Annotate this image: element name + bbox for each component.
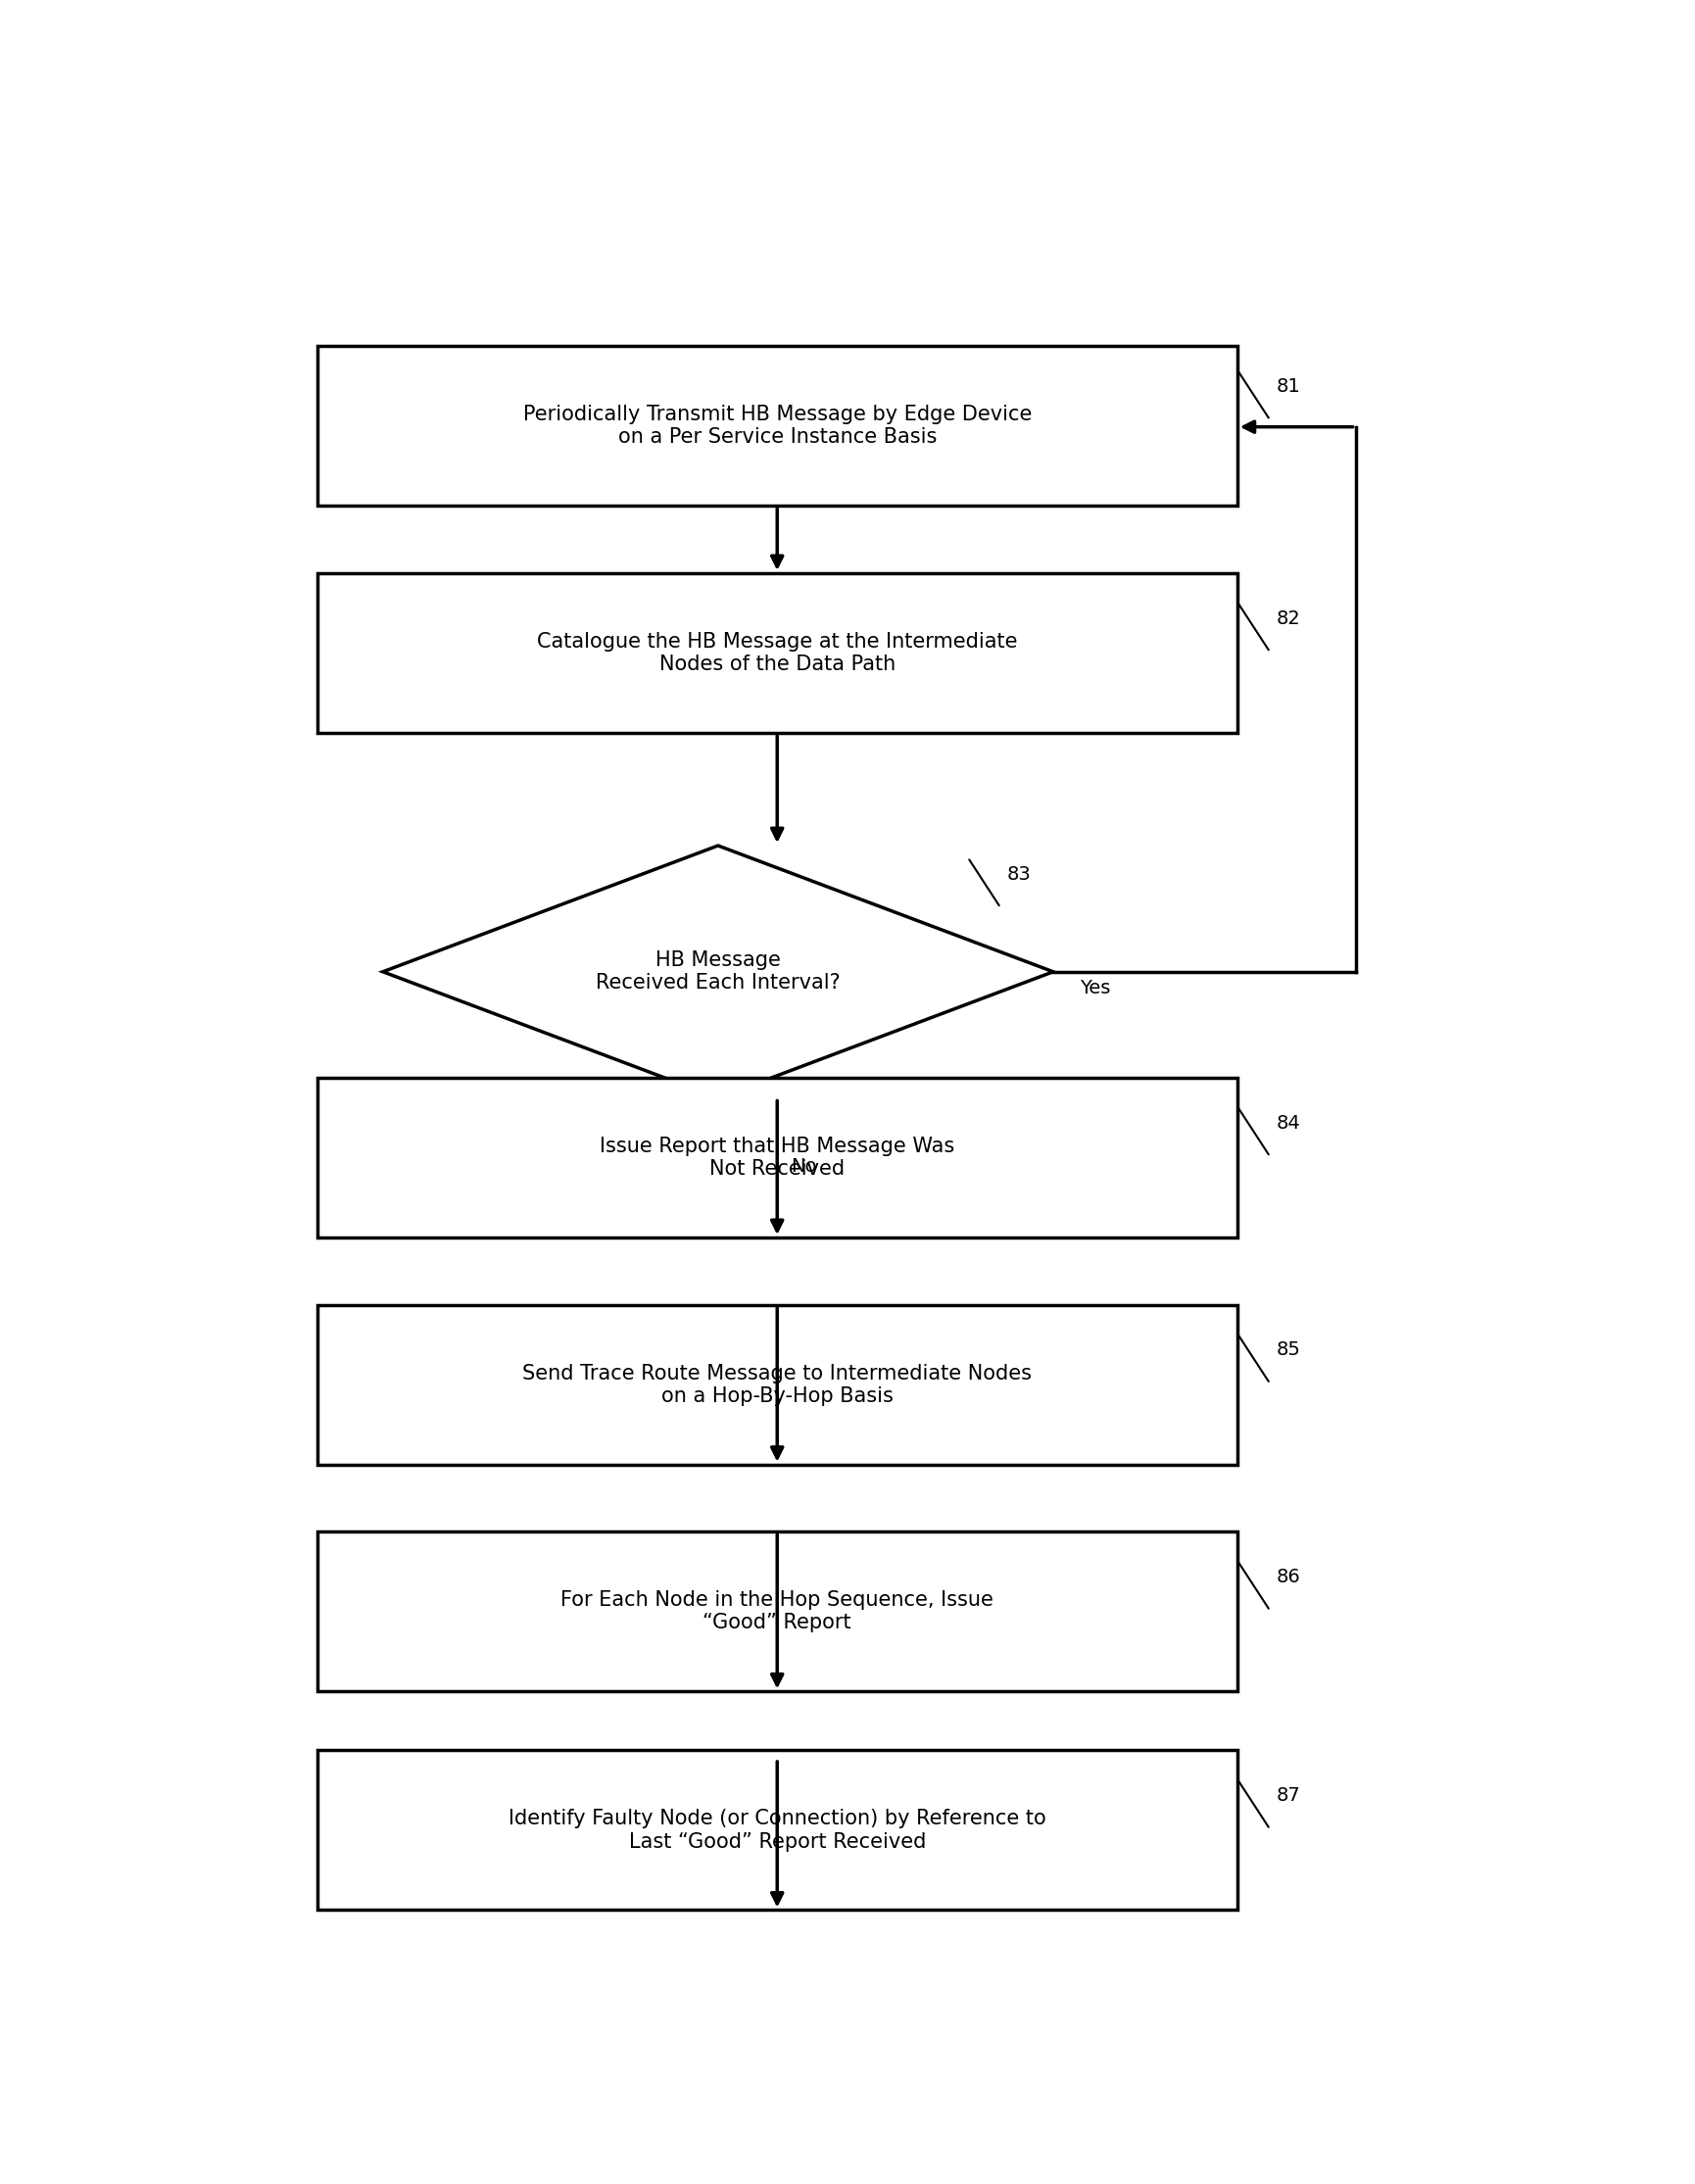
- Text: 87: 87: [1276, 1787, 1300, 1806]
- Text: 81: 81: [1276, 378, 1300, 395]
- Text: For Each Node in the Hop Sequence, Issue
“Good” Report: For Each Node in the Hop Sequence, Issue…: [561, 1590, 993, 1634]
- Text: 86: 86: [1276, 1568, 1300, 1586]
- Bar: [317, 572, 1236, 734]
- Text: Catalogue the HB Message at the Intermediate
Nodes of the Data Path: Catalogue the HB Message at the Intermed…: [537, 631, 1017, 675]
- Text: Issue Report that HB Message Was
Not Received: Issue Report that HB Message Was Not Rec…: [600, 1136, 954, 1179]
- Text: 85: 85: [1276, 1341, 1300, 1358]
- Text: 82: 82: [1276, 609, 1300, 629]
- Text: Send Trace Route Message to Intermediate Nodes
on a Hop-By-Hop Basis: Send Trace Route Message to Intermediate…: [522, 1363, 1031, 1406]
- Polygon shape: [383, 845, 1053, 1099]
- Bar: [317, 1531, 1236, 1690]
- Text: Identify Faulty Node (or Connection) by Reference to
Last “Good” Report Received: Identify Faulty Node (or Connection) by …: [508, 1808, 1046, 1852]
- Bar: [317, 1304, 1236, 1465]
- Text: 83: 83: [1007, 865, 1031, 885]
- Text: Yes: Yes: [1078, 978, 1110, 998]
- Text: Periodically Transmit HB Message by Edge Device
on a Per Service Instance Basis: Periodically Transmit HB Message by Edge…: [522, 404, 1031, 448]
- Text: HB Message
Received Each Interval?: HB Message Received Each Interval?: [595, 950, 841, 994]
- Bar: [317, 347, 1236, 507]
- Text: No: No: [790, 1158, 815, 1177]
- Text: 84: 84: [1276, 1114, 1300, 1133]
- Bar: [317, 1077, 1236, 1238]
- Bar: [317, 1749, 1236, 1911]
